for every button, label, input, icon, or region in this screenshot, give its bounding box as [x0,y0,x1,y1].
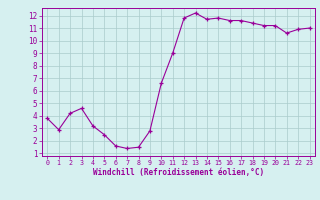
X-axis label: Windchill (Refroidissement éolien,°C): Windchill (Refroidissement éolien,°C) [93,168,264,177]
